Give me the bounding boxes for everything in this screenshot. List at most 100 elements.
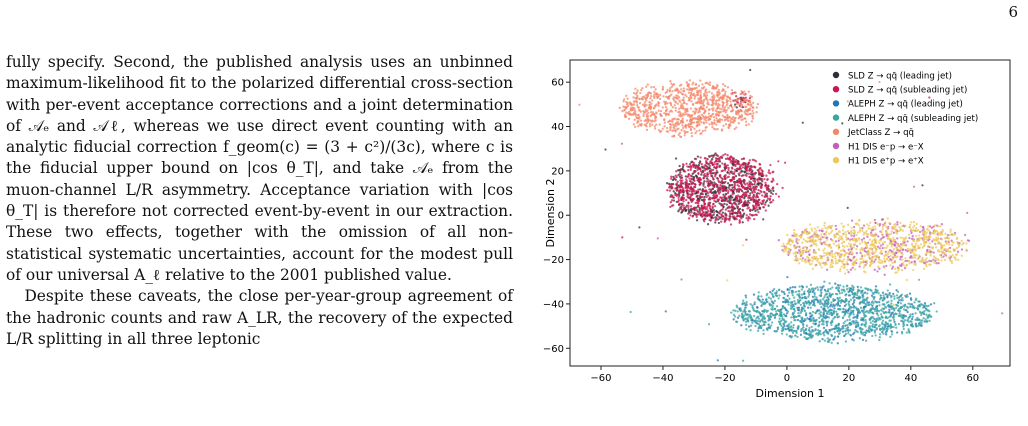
data-point [933, 224, 937, 227]
data-point [831, 259, 834, 263]
data-point [845, 327, 848, 330]
data-point [873, 331, 877, 334]
data-point [825, 292, 828, 296]
data-point [671, 106, 674, 109]
data-point [815, 298, 818, 301]
data-point [893, 297, 896, 300]
data-point [903, 315, 906, 318]
data-point [862, 233, 865, 236]
outlier-point [921, 184, 924, 187]
data-point [645, 113, 648, 116]
data-point [636, 106, 640, 109]
data-point [864, 302, 867, 306]
data-point [892, 318, 896, 321]
data-point [860, 261, 864, 264]
data-point [807, 236, 810, 240]
data-point [811, 303, 815, 306]
data-point [688, 177, 691, 180]
data-point [859, 330, 862, 333]
data-point [850, 309, 853, 312]
data-point [740, 180, 744, 183]
data-point [745, 172, 748, 175]
data-point [949, 259, 952, 262]
data-point [679, 121, 682, 125]
data-point [691, 125, 694, 129]
data-point [788, 288, 791, 292]
data-point [657, 101, 660, 105]
data-point [797, 312, 800, 315]
data-point [730, 311, 733, 314]
data-point [848, 287, 851, 290]
data-point [699, 132, 702, 135]
data-point [810, 330, 814, 333]
data-point [654, 104, 657, 107]
data-point [692, 176, 695, 179]
data-point [837, 233, 840, 236]
data-point [710, 189, 713, 193]
data-point [892, 313, 895, 317]
data-point [802, 302, 806, 305]
data-point [945, 242, 948, 245]
data-point [938, 254, 942, 257]
data-point [724, 152, 727, 156]
data-point [867, 327, 870, 330]
data-point [807, 336, 810, 340]
data-point [880, 218, 884, 221]
data-point [637, 124, 640, 128]
data-point [937, 248, 940, 252]
data-point [823, 263, 826, 266]
data-point [717, 221, 721, 225]
data-point [898, 229, 901, 232]
data-point [888, 237, 892, 241]
data-point [689, 122, 692, 126]
data-point [740, 174, 743, 178]
data-point [793, 245, 797, 248]
data-point [880, 230, 883, 234]
data-point [628, 113, 631, 116]
outlier-point [762, 218, 765, 221]
data-point [883, 259, 887, 263]
data-point [704, 189, 707, 193]
outlier-point [928, 96, 931, 99]
data-point [626, 97, 629, 100]
data-point [856, 309, 860, 313]
data-point [746, 109, 750, 112]
data-point [902, 325, 905, 328]
data-point [687, 204, 690, 207]
data-point [911, 306, 914, 309]
data-point [929, 263, 932, 266]
data-point [785, 315, 788, 318]
data-point [659, 109, 663, 113]
data-point [778, 294, 781, 297]
data-point [901, 242, 904, 246]
data-point [690, 100, 693, 103]
data-point [678, 107, 681, 110]
data-point [744, 105, 748, 109]
data-point [831, 262, 835, 265]
data-point [929, 254, 932, 257]
data-point [737, 187, 740, 191]
data-point [846, 309, 849, 312]
data-point [948, 243, 951, 246]
data-point [796, 245, 799, 248]
data-point [691, 192, 694, 195]
data-point [763, 317, 766, 320]
data-point [764, 209, 767, 212]
series-5-points [620, 142, 1004, 315]
data-point [813, 318, 816, 322]
data-point [743, 182, 746, 185]
data-point [644, 108, 647, 111]
data-point [761, 298, 764, 301]
data-point [924, 304, 927, 307]
data-point [867, 301, 871, 304]
data-point [846, 326, 850, 329]
data-point [776, 308, 780, 312]
data-point [738, 178, 742, 181]
data-point [864, 339, 868, 342]
data-point [911, 315, 914, 319]
data-point [738, 221, 741, 224]
data-point [842, 322, 845, 325]
outlier-point [621, 236, 624, 239]
data-point [855, 233, 858, 237]
data-point [798, 285, 801, 288]
